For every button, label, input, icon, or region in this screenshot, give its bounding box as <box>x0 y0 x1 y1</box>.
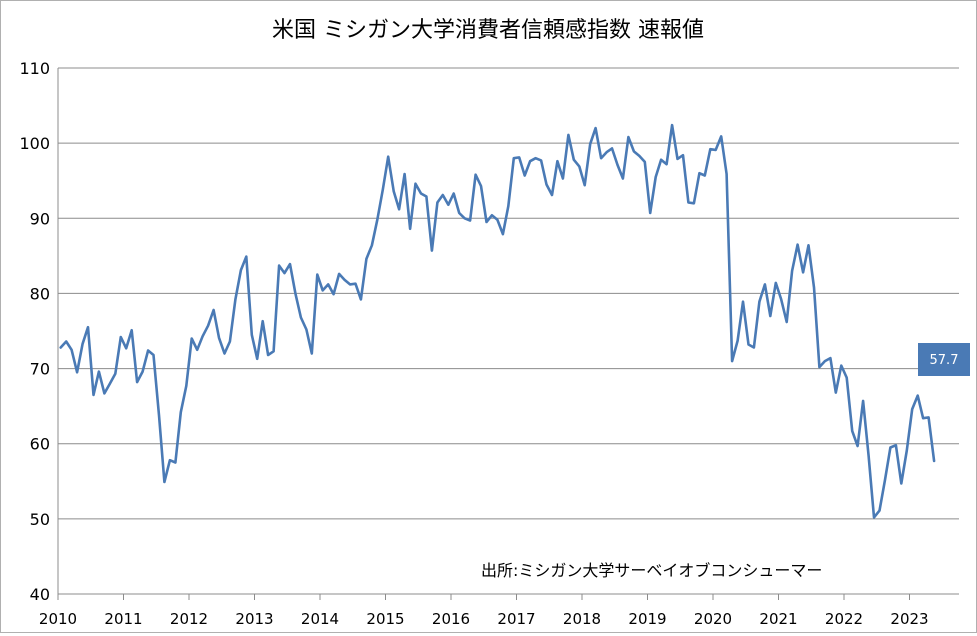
x-tick-label: 2018 <box>563 610 601 628</box>
x-tick-label: 2010 <box>39 610 77 628</box>
y-tick-label: 40 <box>30 585 50 604</box>
y-tick-label: 80 <box>30 284 50 303</box>
x-tick-label: 2016 <box>432 610 470 628</box>
x-tick-labels: 2010 2011 2012 2013 2014 2015 2016 2017 2018 2019… <box>39 610 929 628</box>
x-tick-label: 2017 <box>497 610 535 628</box>
y-tick-label: 90 <box>30 209 50 228</box>
x-tick-label: 2021 <box>759 610 797 628</box>
x-tick-label: 2014 <box>301 610 339 628</box>
last-value-callout: 57.7 <box>918 343 970 376</box>
x-tick-label: 2012 <box>170 610 208 628</box>
x-tick-label: 2011 <box>104 610 142 628</box>
x-tick-label: 2013 <box>235 610 273 628</box>
series-line <box>59 123 936 519</box>
y-tick-label: 70 <box>30 360 50 379</box>
grid-lines <box>58 67 959 520</box>
y-tick-labels: 40 50 60 70 80 90 100 110 <box>19 59 50 604</box>
chart-title: 米国 ミシガン大学消費者信頼感指数 速報値 <box>272 18 704 43</box>
y-tick-label: 110 <box>19 59 50 78</box>
y-tick-label: 60 <box>30 435 50 454</box>
last-value-box <box>918 343 970 376</box>
last-value-label: 57.7 <box>930 353 959 368</box>
source-note: 出所:ミシガン大学サーベイオブコンシューマー <box>481 561 822 580</box>
x-tick-label: 2022 <box>825 610 863 628</box>
x-tick-label: 2023 <box>890 610 928 628</box>
series-layer <box>59 123 936 519</box>
axes <box>57 68 959 600</box>
y-tick-label: 50 <box>30 510 50 529</box>
x-tick-label: 2015 <box>366 610 404 628</box>
x-tick-label: 2020 <box>694 610 732 628</box>
x-tick-label: 2019 <box>628 610 666 628</box>
y-tick-label: 100 <box>19 134 50 153</box>
